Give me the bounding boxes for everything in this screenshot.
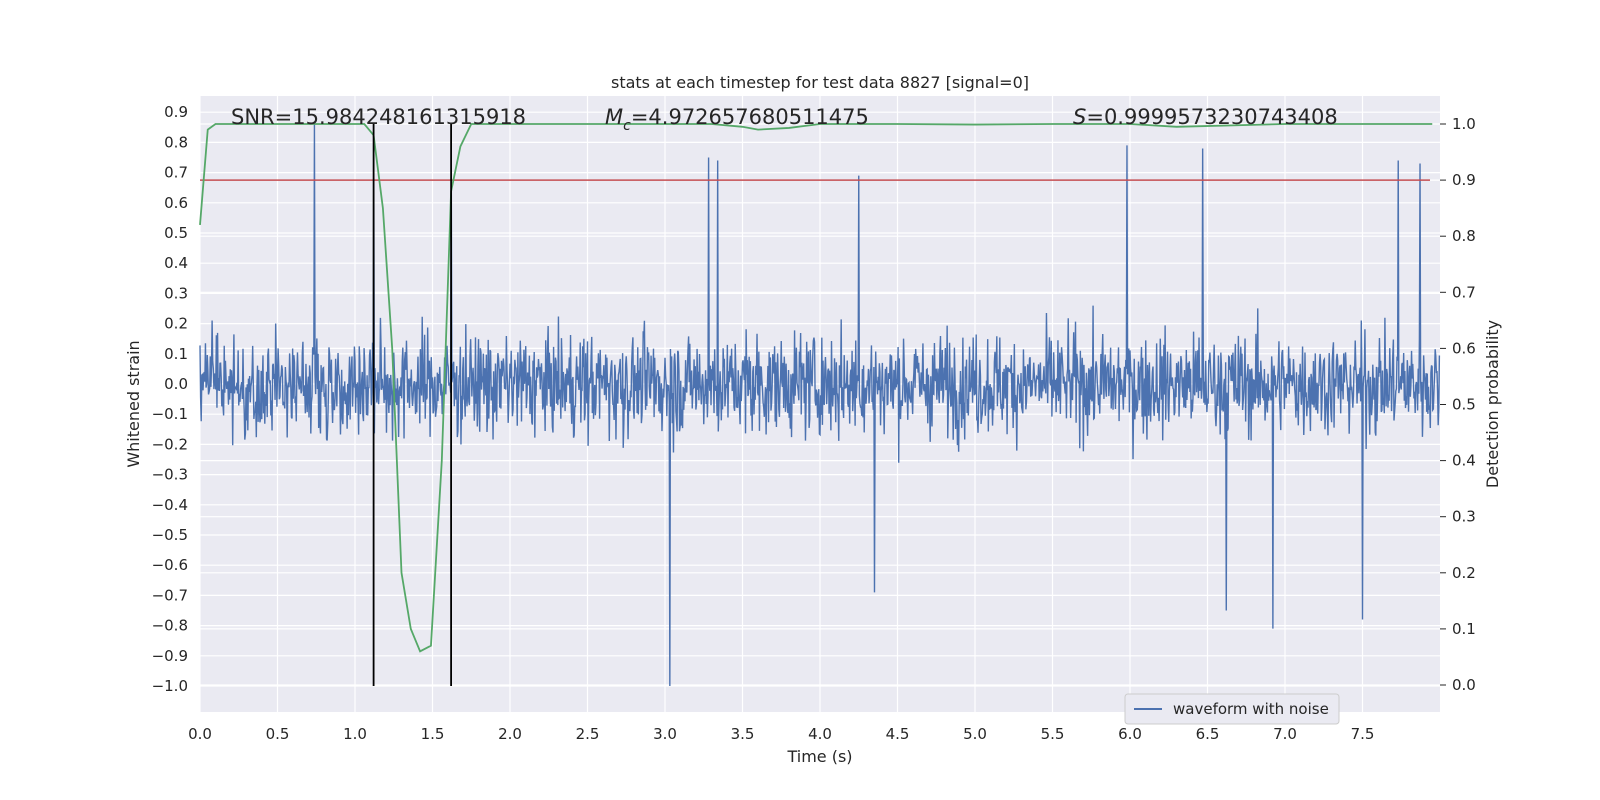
y2-axis-label: Detection probability xyxy=(1483,320,1502,488)
x-tick-label: 6.0 xyxy=(1118,725,1142,743)
y2-tick-label: 0.6 xyxy=(1452,339,1476,357)
y-tick-label: 0.8 xyxy=(164,133,188,151)
y2-tick-label: 0.4 xyxy=(1452,452,1476,470)
chirp-mass-subscript: c xyxy=(623,118,631,134)
y-tick-label: 0.0 xyxy=(164,375,188,393)
x-tick-label: 0.5 xyxy=(266,725,290,743)
y2-tick-label: 0.7 xyxy=(1452,283,1476,301)
detection-probability-line xyxy=(199,123,1433,653)
x-tick-label: 6.5 xyxy=(1196,725,1220,743)
x-tick-label: 7.0 xyxy=(1273,725,1297,743)
y2-tick-label: 0.2 xyxy=(1452,564,1476,582)
y-tick-label: −0.6 xyxy=(152,556,188,574)
y2-tick-label: 0.5 xyxy=(1452,396,1476,414)
y-tick-label: −0.8 xyxy=(152,617,188,635)
plot-area xyxy=(199,123,1441,687)
legend-box xyxy=(1124,693,1340,725)
legend-label: waveform with noise xyxy=(1173,700,1329,718)
y-tick-label: −1.0 xyxy=(152,677,188,695)
chirp-mass-annotation: Mc=4.972657680511475 xyxy=(605,105,869,134)
x-tick-label: 3.5 xyxy=(731,725,755,743)
y-axis-label: Whitened strain xyxy=(124,340,143,467)
x-tick-label: 5.5 xyxy=(1041,725,1065,743)
y-tick-label: −0.2 xyxy=(152,435,188,453)
y2-tick-label: 1.0 xyxy=(1452,115,1476,133)
y-tick-label: −0.3 xyxy=(152,466,188,484)
y-tick-label: −0.7 xyxy=(152,586,188,604)
s-symbol: S xyxy=(1073,105,1086,129)
y-tick-label: 0.2 xyxy=(164,315,188,333)
grid xyxy=(199,96,1440,712)
s-annotation: S=0.9999573230743408 xyxy=(1073,105,1338,129)
snr-annotation: SNR=15.984248161315918 xyxy=(231,105,526,129)
x-tick-label: 4.0 xyxy=(808,725,832,743)
y-tick-label: 0.9 xyxy=(164,103,188,121)
x-tick-label: 5.0 xyxy=(963,725,987,743)
y2-tick-label: 0.9 xyxy=(1452,171,1476,189)
y2-tick-label: 0.0 xyxy=(1452,676,1476,694)
y-tick-label: 0.7 xyxy=(164,164,188,182)
x-tick-label: 3.0 xyxy=(653,725,677,743)
y-tick-label: 0.4 xyxy=(164,254,188,272)
x-tick-label: 2.0 xyxy=(498,725,522,743)
y-tick-label: −0.4 xyxy=(152,496,188,514)
y-tick-label: 0.1 xyxy=(164,345,188,363)
x-tick-label: 7.5 xyxy=(1351,725,1375,743)
x-axis-label: Time (s) xyxy=(786,747,852,766)
y-tick-label: 0.3 xyxy=(164,284,188,302)
y-tick-label: 0.5 xyxy=(164,224,188,242)
chirp-mass-value: =4.972657680511475 xyxy=(631,105,869,129)
chirp-mass-symbol: M xyxy=(605,105,623,129)
x-tick-label: 1.0 xyxy=(343,725,367,743)
legend: waveform with noise xyxy=(1124,693,1340,725)
y-tick-label: 0.6 xyxy=(164,194,188,212)
y2-tick-label: 0.3 xyxy=(1452,508,1476,526)
x-tick-label: 0.0 xyxy=(188,725,212,743)
waveform-series xyxy=(199,124,1441,687)
y2-tick-label: 0.1 xyxy=(1452,620,1476,638)
x-tick-label: 1.5 xyxy=(421,725,445,743)
s-value: =0.9999573230743408 xyxy=(1086,105,1337,129)
chart-title: stats at each timestep for test data 882… xyxy=(611,73,1029,92)
y-tick-label: −0.5 xyxy=(152,526,188,544)
y2-tick-label: 0.8 xyxy=(1452,227,1476,245)
y-tick-label: −0.9 xyxy=(152,647,188,665)
y-tick-label: −0.1 xyxy=(152,405,188,423)
x-tick-label: 4.5 xyxy=(886,725,910,743)
axes: 0.0 0.5 1.0 1.5 2.0 2.5 3.0 3.5 4.0 4.5 5.0 5.5 6.0 6… xyxy=(152,103,1476,743)
x-tick-label: 2.5 xyxy=(576,725,600,743)
